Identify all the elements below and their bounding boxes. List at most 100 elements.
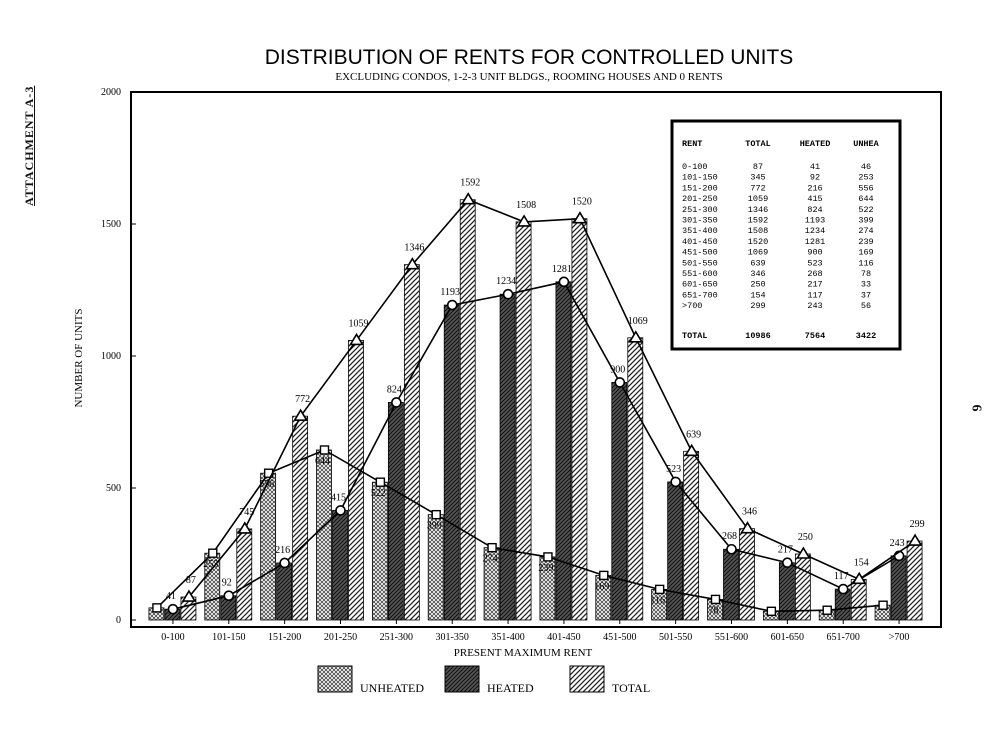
- data-label-total: 1059: [349, 318, 369, 329]
- marker-triangle: [795, 546, 811, 559]
- marker-square: [599, 570, 609, 581]
- plot-frame: [130, 91, 942, 628]
- table-cell: 46: [861, 162, 871, 172]
- data-label-unheated: 399: [427, 521, 442, 532]
- data-label-total: 772: [295, 394, 310, 405]
- table-cell: 37: [861, 290, 871, 300]
- data-label-heated: 243: [890, 538, 905, 549]
- data-label-unheated: 78: [709, 605, 719, 616]
- marker-circle: [837, 583, 849, 595]
- data-label-heated: 1193: [440, 287, 460, 298]
- bar-total: [403, 264, 420, 621]
- marker-square: [431, 509, 441, 520]
- data-label-total: 250: [798, 532, 813, 543]
- bar-unheated: [316, 449, 332, 621]
- table-cell: 78: [861, 269, 871, 279]
- data-label-total: 87: [186, 575, 196, 586]
- marker-triangle: [349, 332, 364, 346]
- data-label-unheated: 116: [650, 595, 665, 606]
- data-table-frame: [670, 119, 902, 351]
- legend: UNHEATED HEATED TOTAL: [317, 665, 650, 695]
- data-label-heated: 415: [331, 492, 346, 503]
- marker-circle: [391, 397, 402, 408]
- marker-triangle: [907, 533, 923, 546]
- table-cell: 243: [807, 301, 822, 311]
- bar-heated: [276, 562, 293, 621]
- marker-triangle: [516, 214, 532, 227]
- table-cell: 1234: [805, 226, 825, 236]
- table-cell: 41: [810, 162, 820, 172]
- chart-title: DISTRIBUTION OF RENTS FOR CONTROLLED UNI…: [265, 46, 794, 69]
- table-cell: 1346: [748, 205, 768, 215]
- marker-triangle: [181, 589, 197, 602]
- table-cell: 451-500: [682, 248, 718, 258]
- table-cell: 651-700: [682, 290, 718, 300]
- data-label-unheated: 253: [203, 559, 218, 570]
- series-line-total: [188, 198, 916, 598]
- table-cell: 169: [858, 248, 873, 258]
- table-cell: 1069: [748, 248, 768, 258]
- y-axis-ticks: 0 500 1000 1500 2000: [101, 87, 136, 626]
- y-axis-label: NUMBER OF UNITS: [73, 308, 85, 407]
- data-label-unheated: 274: [483, 554, 498, 565]
- data-label-heated: 92: [222, 578, 232, 589]
- data-label-heated: 824: [387, 384, 402, 395]
- legend-swatch-total: [569, 665, 605, 693]
- marker-square: [375, 477, 386, 487]
- x-tick-label: 601-650: [771, 632, 804, 643]
- bar-unheated: [260, 472, 277, 621]
- marker-square: [319, 445, 330, 455]
- table-cell: 92: [810, 173, 820, 183]
- marker-square: [208, 548, 218, 558]
- table-cell: 253: [858, 173, 873, 183]
- data-label-heated: 268: [722, 531, 737, 542]
- table-cell: 900: [807, 248, 822, 258]
- series-line-unheated: [156, 449, 884, 613]
- marker-square: [766, 606, 777, 616]
- series-line-heated: [172, 280, 900, 610]
- x-tick-label: 151-200: [268, 632, 301, 643]
- marker-square: [878, 600, 888, 610]
- data-label-total: 299: [910, 519, 925, 530]
- marker-square: [654, 584, 665, 595]
- data-label-heated: 1281: [552, 264, 572, 275]
- x-tick-label: >700: [889, 632, 910, 643]
- table-cell: 1281: [805, 237, 825, 247]
- table-header: UNHEA: [853, 139, 879, 149]
- x-tick-label: 0-100: [161, 632, 184, 643]
- bar-heated: [555, 281, 572, 621]
- legend-swatch-unheated: [317, 665, 353, 693]
- data-label-heated: 900: [610, 364, 625, 375]
- data-label-total: 1069: [628, 316, 648, 327]
- table-cell: 601-650: [682, 280, 718, 290]
- table-cell: 346: [750, 269, 765, 279]
- table-cell: 1193: [805, 216, 825, 226]
- bar-heated: [890, 555, 907, 621]
- data-label-unheated: 522: [371, 488, 386, 499]
- table-total-cell: 10986: [745, 331, 771, 341]
- table-cell: 644: [858, 194, 873, 204]
- bar-heated: [499, 293, 516, 621]
- table-cell: 401-450: [682, 237, 718, 247]
- table-total-cell: 7564: [805, 331, 825, 341]
- data-label-unheated: 169: [594, 581, 609, 592]
- legend-label-unheated: UNHEATED: [360, 681, 424, 695]
- table-cell: 523: [807, 258, 822, 268]
- data-label-heated: 117: [834, 571, 849, 582]
- x-tick-label: 651-700: [827, 632, 860, 643]
- x-tick-label: 351-400: [491, 632, 524, 643]
- marker-triangle: [237, 521, 253, 534]
- marker-circle: [614, 377, 626, 388]
- marker-circle: [167, 603, 179, 615]
- table-cell: 239: [858, 237, 873, 247]
- table-cell: 116: [858, 258, 873, 268]
- data-label-heated: 1234: [496, 276, 516, 287]
- series-lines-group: [152, 192, 923, 616]
- x-tick-label: 301-350: [436, 632, 469, 643]
- table-header: RENT: [682, 139, 702, 149]
- table-cell: 251-300: [682, 205, 718, 215]
- table-cell: 250: [750, 280, 765, 290]
- bar-total: [459, 199, 476, 621]
- bar-total: [292, 415, 309, 621]
